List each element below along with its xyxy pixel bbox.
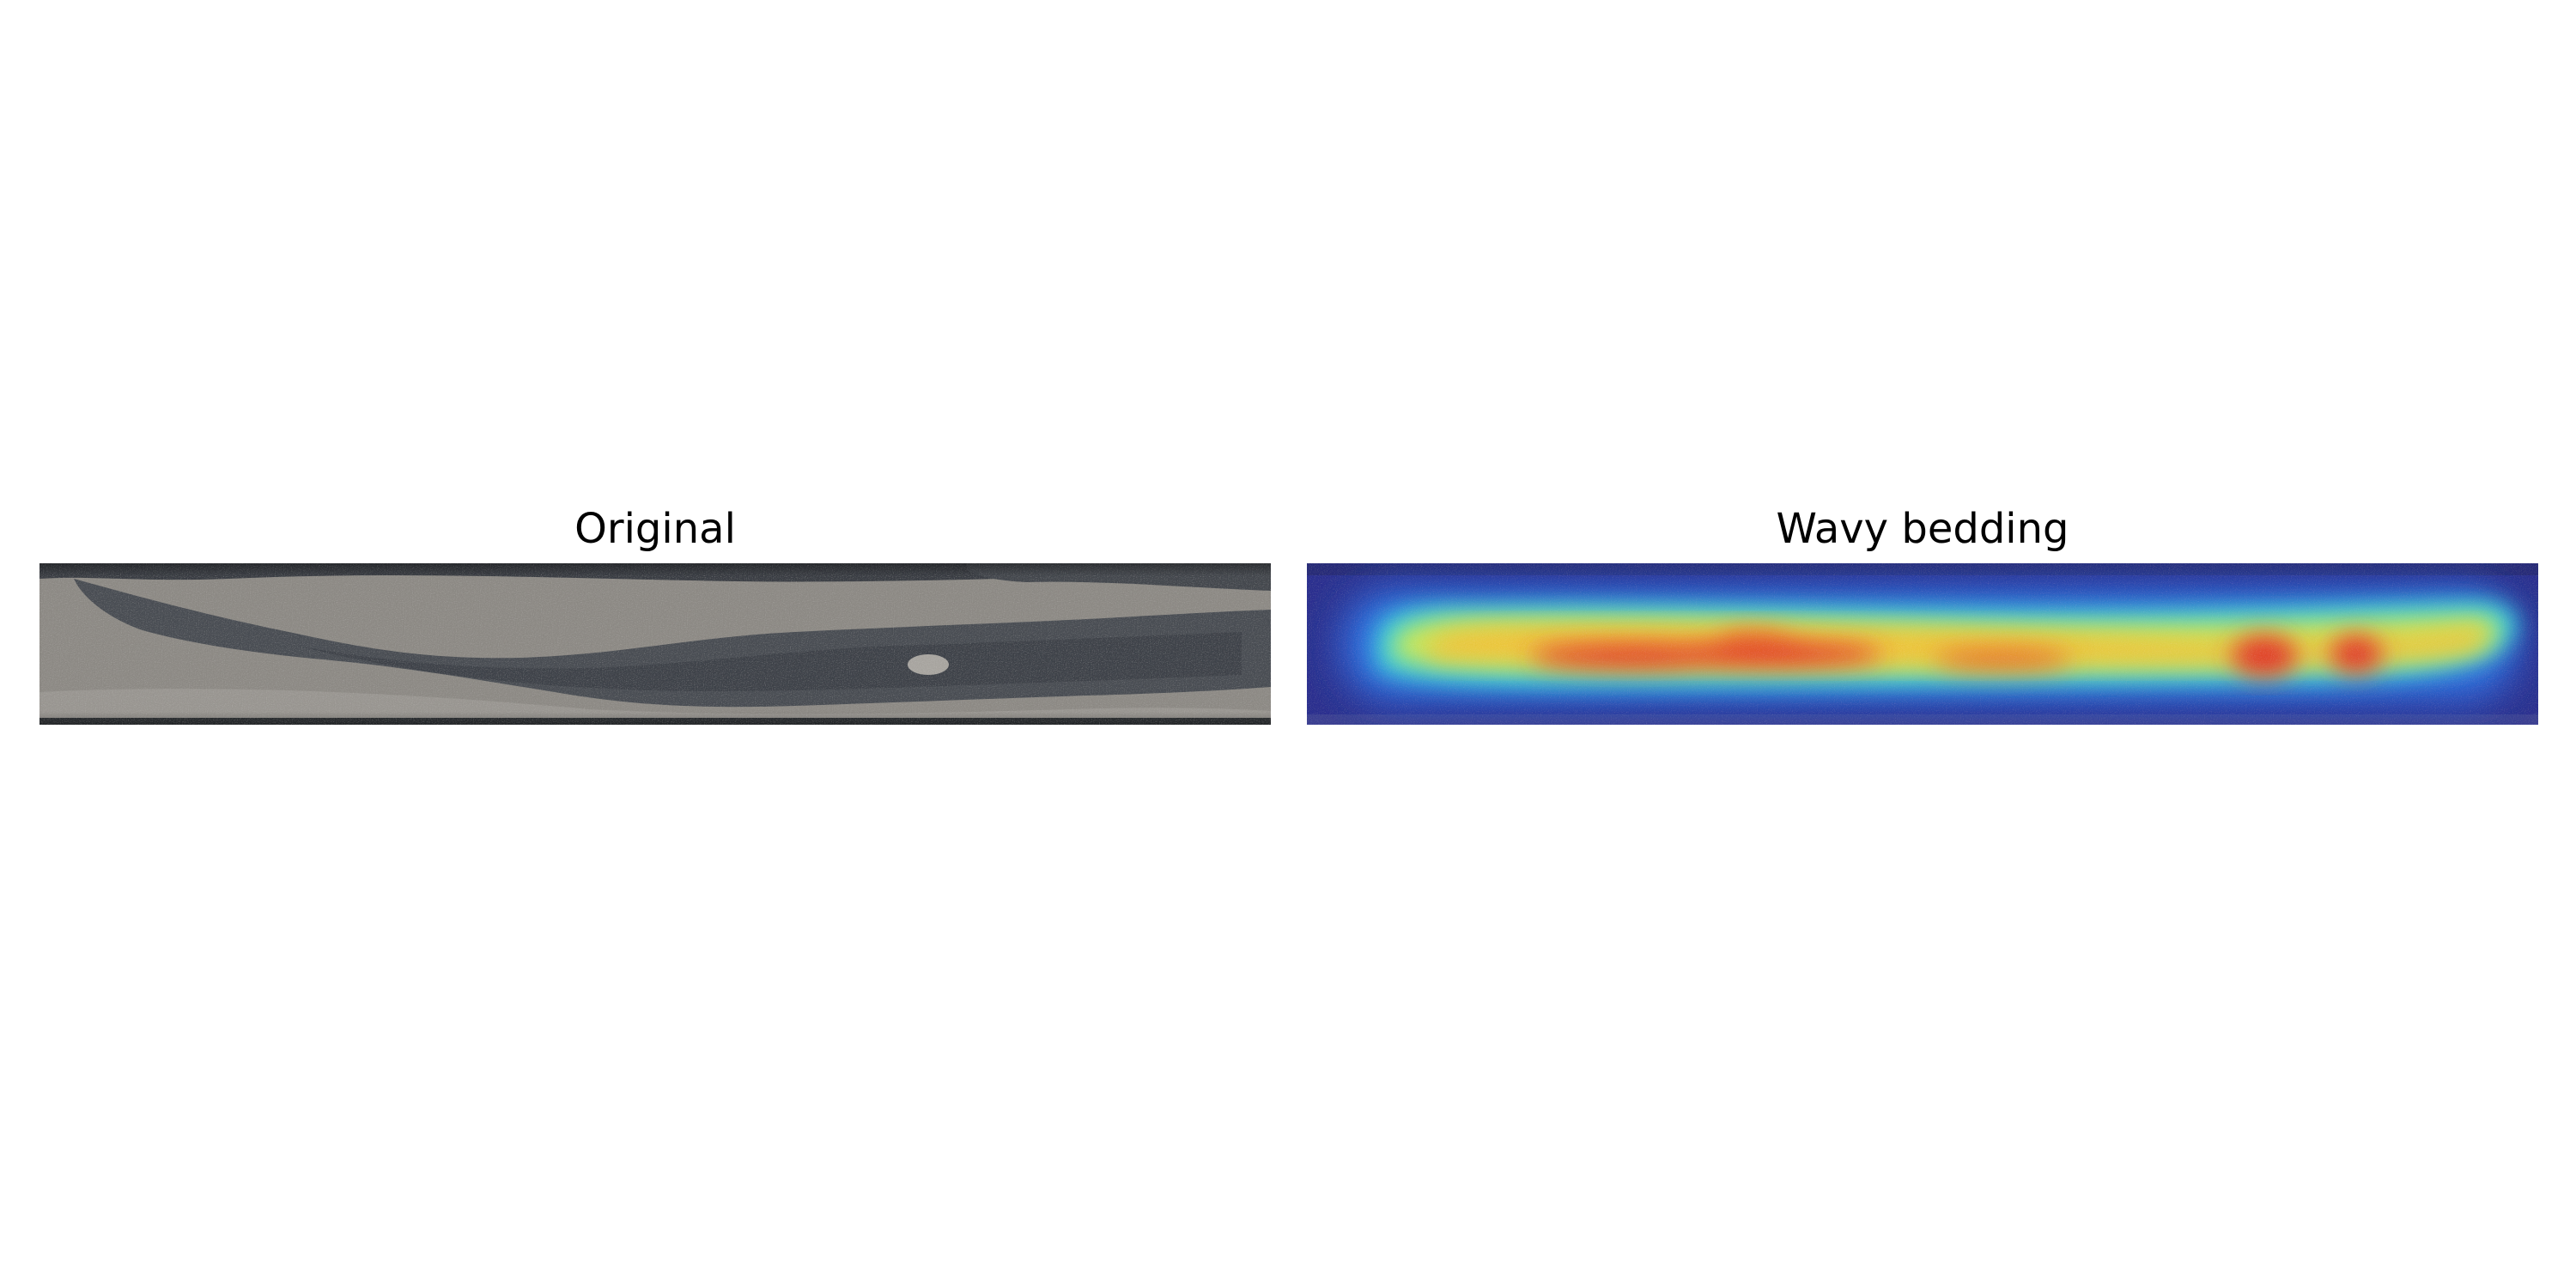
original-core-image <box>39 563 1271 725</box>
original-panel-title: Original <box>574 505 736 553</box>
original-core-photo <box>39 563 1271 725</box>
wavy-bedding-heatmap <box>1307 563 2538 725</box>
heatmap-panel-title: Wavy bedding <box>1776 505 2069 553</box>
heatmap-overlay <box>1307 563 2538 725</box>
